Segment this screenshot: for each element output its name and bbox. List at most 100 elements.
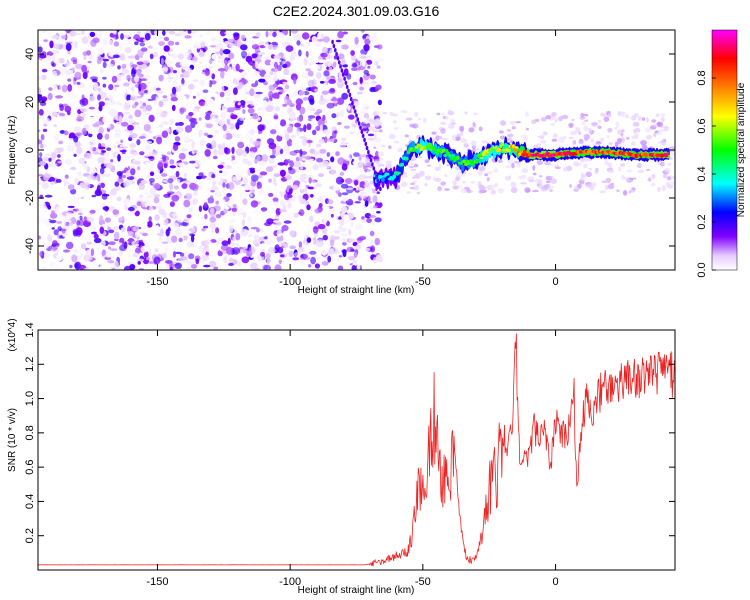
spectrogram-noise-speckle xyxy=(119,101,127,104)
spectrogram-noise-speckle xyxy=(224,89,232,97)
spectrogram-noise-speckle xyxy=(101,150,106,153)
spectrogram-noise-speckle xyxy=(290,134,297,139)
spectrogram-noise-speckle xyxy=(207,134,213,138)
spectrogram-noise-speckle xyxy=(96,195,103,200)
spectrogram-noise-speckle xyxy=(147,130,153,134)
spectrogram-noise-speckle xyxy=(145,74,150,80)
spectrogram-halo-speckle xyxy=(599,190,606,194)
spectrogram-halo-speckle xyxy=(413,163,419,168)
spectrogram-noise-speckle xyxy=(315,58,319,64)
spectrogram-noise-speckle xyxy=(337,122,342,125)
spectrogram-noise-speckle xyxy=(310,194,314,198)
spectrogram-noise-speckle xyxy=(199,101,206,107)
spectrogram-noise-speckle xyxy=(370,239,374,247)
spectrogram-noise-speckle xyxy=(170,96,178,102)
spectrogram-noise-speckle xyxy=(206,46,211,52)
spectrogram-noise-speckle xyxy=(299,149,303,157)
spectrogram-noise-speckle xyxy=(314,208,322,214)
spectrogram-halo-speckle xyxy=(574,186,579,191)
spectrogram-noise-speckle xyxy=(352,62,358,68)
spectrogram-noise-speckle xyxy=(174,251,182,255)
spectrogram-noise-speckle xyxy=(76,219,81,226)
spectrogram-noise-speckle xyxy=(192,198,199,206)
spectrogram-noise-speckle xyxy=(331,263,339,267)
spectrogram-noise-speckle xyxy=(227,237,231,245)
spectrogram-noise-speckle xyxy=(172,143,179,151)
spectrogram-noise-speckle xyxy=(322,227,328,235)
spectrogram-noise-speckle xyxy=(115,74,122,82)
spectrogram-noise-speckle xyxy=(209,45,217,48)
spectrogram-noise-speckle xyxy=(293,160,301,168)
spectrogram-halo-speckle xyxy=(646,134,652,140)
spectrogram-noise-speckle xyxy=(353,179,359,186)
spectrogram-noise-speckle xyxy=(222,178,228,184)
spectrogram-noise-speckle xyxy=(169,159,175,165)
spectrogram-noise-speckle xyxy=(49,151,58,160)
spectrogram-signal-mark xyxy=(513,147,517,153)
spectrogram-noise-speckle xyxy=(99,215,104,224)
spectrogram-halo-speckle xyxy=(459,125,465,132)
spectrogram-noise-speckle xyxy=(256,97,260,101)
spectrogram-noise-speckle xyxy=(163,163,168,169)
spectrogram-noise-speckle xyxy=(304,170,309,173)
spectrogram-noise-speckle xyxy=(219,48,224,56)
spectrogram-noise-speckle xyxy=(300,261,307,266)
spectrogram-noise-speckle xyxy=(362,104,369,108)
spectrogram-noise-speckle xyxy=(357,163,363,169)
spectrogram-signal-mark xyxy=(384,177,389,185)
spectrogram-halo-speckle xyxy=(602,114,608,118)
spectrogram-noise-speckle xyxy=(73,135,79,143)
spectrogram-noise-speckle xyxy=(107,260,115,264)
spectrogram-noise-speckle xyxy=(227,107,235,113)
y-tick-label: 0 xyxy=(24,147,36,153)
spectrogram-noise-speckle xyxy=(262,133,268,142)
spectrogram-noise-speckle xyxy=(137,31,141,35)
spectrogram-noise-speckle xyxy=(199,51,205,58)
spectrogram-noise-speckle xyxy=(202,239,210,247)
spectrogram-halo-speckle xyxy=(434,166,441,172)
spectrogram-noise-speckle xyxy=(74,196,79,205)
spectrogram-signal-mark xyxy=(438,152,443,158)
spectrogram-signal-mark xyxy=(451,154,455,159)
spectrogram-noise-speckle xyxy=(297,246,305,253)
spectrogram-noise-speckle xyxy=(293,35,302,42)
spectrogram-noise-speckle xyxy=(341,92,349,100)
spectrogram-halo-speckle xyxy=(477,170,483,176)
spectrogram-noise-speckle xyxy=(271,92,280,99)
spectrogram-noise-speckle xyxy=(312,150,320,156)
spectrogram-noise-speckle xyxy=(64,159,73,165)
spectrogram-noise-speckle xyxy=(108,84,114,91)
spectrogram-noise-speckle xyxy=(334,258,340,262)
spectrogram-noise-speckle xyxy=(92,37,100,44)
spectrogram-halo-speckle xyxy=(618,166,622,172)
spectrogram-halo-speckle xyxy=(595,167,599,173)
spectrogram-noise-speckle xyxy=(301,138,308,146)
spectrogram-noise-speckle xyxy=(327,255,332,263)
spectrogram-noise-speckle xyxy=(241,191,250,197)
spectrogram-noise-speckle xyxy=(108,229,115,234)
spectrogram-noise-speckle xyxy=(242,109,246,114)
spectrogram-halo-speckle xyxy=(378,163,385,167)
spectrogram-noise-speckle xyxy=(371,102,375,108)
spectrogram-noise-speckle xyxy=(298,209,305,217)
spectrogram-noise-speckle xyxy=(265,166,274,172)
spectrogram-noise-speckle xyxy=(332,176,337,182)
spectrogram-noise-speckle xyxy=(134,41,139,46)
spectrogram-noise-speckle xyxy=(243,30,248,34)
spectrogram-noise-speckle xyxy=(296,40,301,46)
spectrogram-halo-speckle xyxy=(579,116,586,120)
spectrogram-halo-speckle xyxy=(617,137,623,142)
spectrogram-noise-speckle xyxy=(67,100,72,106)
spectrogram-noise-speckle xyxy=(65,41,73,45)
spectrogram-noise-speckle xyxy=(193,189,198,197)
spectrogram-noise-speckle xyxy=(130,168,136,176)
spectrogram-noise-speckle xyxy=(280,33,285,38)
spectrogram-noise-speckle xyxy=(41,266,46,270)
spectrogram-noise-speckle xyxy=(74,177,80,185)
spectrogram-halo-speckle xyxy=(440,128,446,134)
spectrogram-halo-speckle xyxy=(583,113,589,117)
spectrogram-noise-speckle xyxy=(81,97,89,106)
spectrogram-noise-speckle xyxy=(127,55,136,59)
spectrogram-noise-speckle xyxy=(111,113,119,120)
spectrogram-noise-speckle xyxy=(60,130,65,134)
